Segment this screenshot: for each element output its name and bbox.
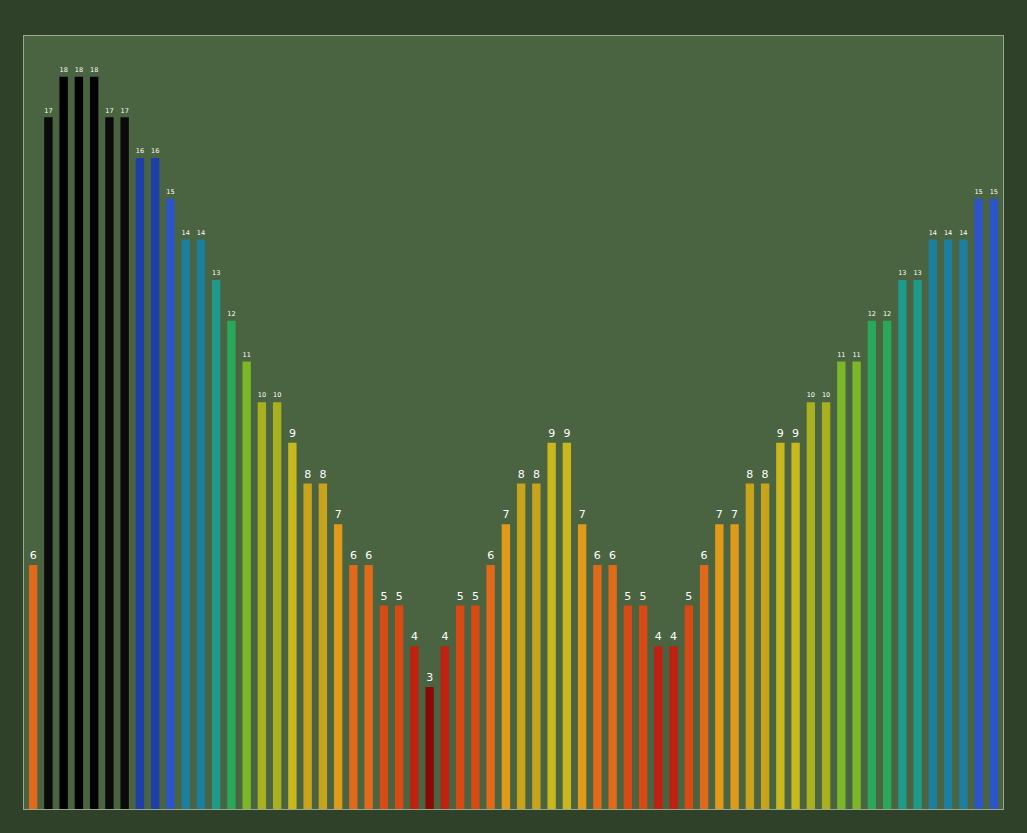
svg-text:5: 5 xyxy=(472,590,479,603)
svg-text:9: 9 xyxy=(792,427,799,440)
svg-text:15: 15 xyxy=(166,188,174,196)
svg-text:4: 4 xyxy=(670,630,677,643)
svg-text:3: 3 xyxy=(426,671,433,684)
svg-text:14: 14 xyxy=(929,229,937,237)
svg-text:6: 6 xyxy=(609,549,616,562)
svg-text:6: 6 xyxy=(594,549,601,562)
svg-text:17: 17 xyxy=(120,107,128,115)
svg-text:8: 8 xyxy=(304,468,311,481)
svg-text:16: 16 xyxy=(136,147,144,155)
svg-text:13: 13 xyxy=(898,269,906,277)
svg-text:5: 5 xyxy=(380,590,387,603)
svg-text:17: 17 xyxy=(44,107,52,115)
svg-text:6: 6 xyxy=(487,549,494,562)
svg-text:13: 13 xyxy=(913,269,921,277)
svg-text:12: 12 xyxy=(227,310,235,318)
svg-text:7: 7 xyxy=(731,508,738,521)
svg-text:10: 10 xyxy=(273,391,281,399)
svg-text:8: 8 xyxy=(746,468,753,481)
svg-text:12: 12 xyxy=(883,310,891,318)
svg-text:5: 5 xyxy=(685,590,692,603)
svg-text:8: 8 xyxy=(533,468,540,481)
svg-text:18: 18 xyxy=(59,66,67,74)
svg-text:11: 11 xyxy=(837,351,845,359)
svg-text:6: 6 xyxy=(701,549,708,562)
svg-text:9: 9 xyxy=(563,427,570,440)
svg-text:14: 14 xyxy=(959,229,967,237)
svg-text:5: 5 xyxy=(396,590,403,603)
svg-text:9: 9 xyxy=(777,427,784,440)
svg-text:14: 14 xyxy=(181,229,189,237)
svg-text:14: 14 xyxy=(197,229,205,237)
svg-text:7: 7 xyxy=(579,508,586,521)
svg-text:15: 15 xyxy=(990,188,998,196)
svg-text:5: 5 xyxy=(640,590,647,603)
svg-text:16: 16 xyxy=(151,147,159,155)
svg-text:6: 6 xyxy=(30,549,37,562)
svg-text:4: 4 xyxy=(411,630,418,643)
svg-text:10: 10 xyxy=(822,391,830,399)
svg-text:7: 7 xyxy=(335,508,342,521)
svg-text:13: 13 xyxy=(212,269,220,277)
svg-text:4: 4 xyxy=(655,630,662,643)
svg-text:11: 11 xyxy=(242,351,250,359)
svg-text:17: 17 xyxy=(105,107,113,115)
svg-text:10: 10 xyxy=(258,391,266,399)
svg-text:12: 12 xyxy=(868,310,876,318)
svg-text:5: 5 xyxy=(457,590,464,603)
svg-text:4: 4 xyxy=(441,630,448,643)
svg-text:14: 14 xyxy=(944,229,952,237)
svg-text:15: 15 xyxy=(974,188,982,196)
svg-text:5: 5 xyxy=(624,590,631,603)
svg-text:18: 18 xyxy=(90,66,98,74)
svg-text:10: 10 xyxy=(807,391,815,399)
svg-text:11: 11 xyxy=(852,351,860,359)
svg-text:9: 9 xyxy=(548,427,555,440)
svg-text:8: 8 xyxy=(518,468,525,481)
svg-text:9: 9 xyxy=(289,427,296,440)
svg-text:6: 6 xyxy=(365,549,372,562)
svg-text:6: 6 xyxy=(350,549,357,562)
svg-text:8: 8 xyxy=(319,468,326,481)
svg-text:7: 7 xyxy=(502,508,509,521)
svg-text:7: 7 xyxy=(716,508,723,521)
svg-text:18: 18 xyxy=(75,66,83,74)
svg-text:8: 8 xyxy=(762,468,769,481)
